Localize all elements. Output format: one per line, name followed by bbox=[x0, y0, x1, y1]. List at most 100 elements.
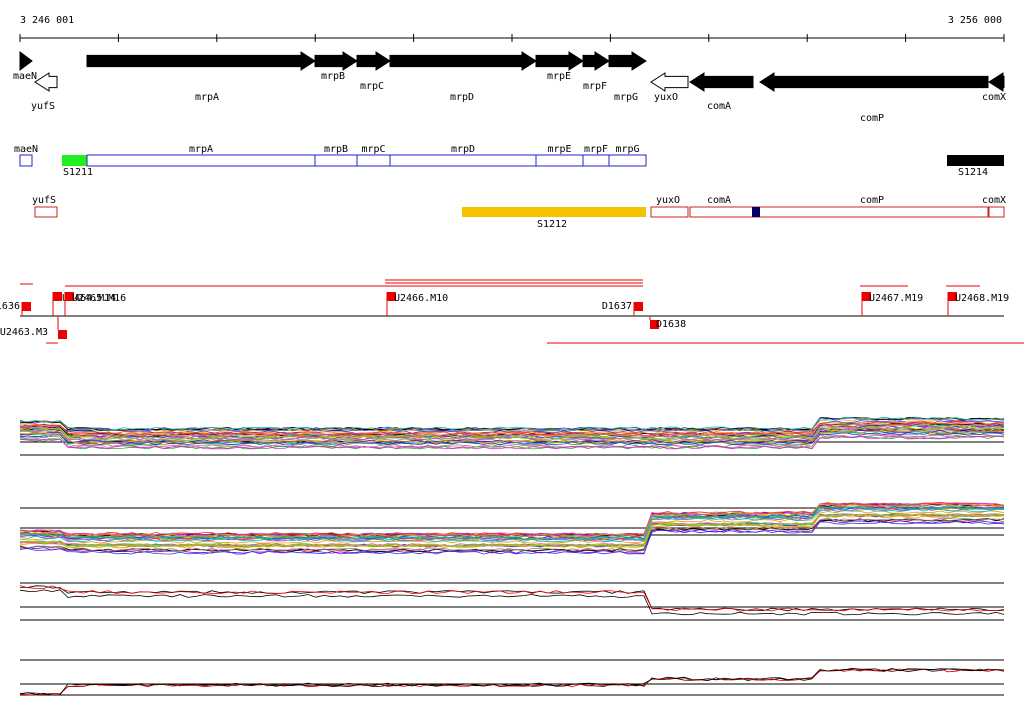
track-line bbox=[19, 504, 1005, 539]
gene-arrow bbox=[34, 72, 58, 92]
track-line bbox=[19, 501, 1005, 536]
gene-label: mrpC bbox=[360, 81, 384, 92]
marker-flag bbox=[53, 292, 62, 301]
track-line bbox=[19, 421, 1005, 436]
feature-box bbox=[314, 154, 358, 167]
track-line bbox=[19, 513, 1005, 548]
track-line bbox=[19, 417, 1005, 432]
marker-flag bbox=[22, 302, 31, 311]
segment bbox=[947, 155, 1004, 166]
feature-box bbox=[34, 206, 58, 218]
gene-arrow bbox=[356, 51, 391, 71]
feature-label: mrpC bbox=[361, 144, 385, 155]
marker-label: U2464.M14 bbox=[62, 293, 116, 304]
track-line bbox=[19, 513, 1005, 547]
feature-label: yufS bbox=[32, 195, 56, 206]
marker-flag bbox=[948, 292, 957, 301]
ruler-end: 3 256 000 bbox=[948, 15, 1002, 26]
marker-label: U2466.M10 bbox=[394, 293, 448, 304]
track-line bbox=[19, 416, 1005, 431]
feature-label: mrpE bbox=[547, 144, 571, 155]
track-line bbox=[19, 517, 1005, 552]
track-line bbox=[19, 509, 1005, 544]
marker-label: D1637 bbox=[602, 301, 632, 312]
marker-flag bbox=[862, 292, 871, 301]
gene-label: comX bbox=[982, 92, 1006, 103]
feature-label: yuxO bbox=[656, 195, 680, 206]
feature-box bbox=[356, 154, 391, 167]
segment-label: S1212 bbox=[537, 219, 567, 230]
track-line bbox=[19, 513, 1005, 548]
gene-arrow bbox=[988, 72, 1005, 92]
feature-box bbox=[86, 154, 316, 167]
track-line bbox=[19, 520, 1005, 555]
track-line bbox=[19, 519, 1005, 554]
marker-flag bbox=[650, 320, 659, 329]
track-line bbox=[19, 425, 1005, 440]
feature-box bbox=[582, 154, 610, 167]
gene-arrow bbox=[759, 72, 989, 92]
feature-box bbox=[389, 154, 537, 167]
track-line bbox=[19, 435, 1005, 450]
marker-label: U2463.M3 bbox=[0, 327, 48, 338]
gene-arrow bbox=[19, 51, 33, 71]
gene-arrow bbox=[650, 72, 689, 92]
feature-label: mrpF bbox=[584, 144, 608, 155]
track-line bbox=[19, 585, 1004, 612]
gene-label: yufS bbox=[31, 101, 55, 112]
track-line bbox=[19, 431, 1005, 446]
gene-arrow bbox=[535, 51, 584, 71]
gene-label: maeN bbox=[13, 71, 37, 82]
marker-label: U2468.M19 bbox=[955, 293, 1009, 304]
feature-box bbox=[752, 207, 760, 217]
feature-label: comX bbox=[982, 195, 1006, 206]
segment-label: S1214 bbox=[958, 167, 988, 178]
feature-box bbox=[650, 206, 689, 218]
feature-box bbox=[988, 206, 1005, 218]
gene-arrow bbox=[389, 51, 537, 71]
feature-label: mrpG bbox=[615, 144, 639, 155]
track-line bbox=[19, 668, 1005, 696]
marker-lines bbox=[20, 279, 1024, 344]
feature-label: mrpD bbox=[451, 144, 475, 155]
gene-arrow bbox=[608, 51, 647, 71]
marker-label: D1638 bbox=[656, 319, 686, 330]
track-line bbox=[19, 589, 1005, 616]
track-line bbox=[19, 503, 1005, 538]
marker-flag bbox=[65, 292, 74, 301]
marker-label: U2467.M19 bbox=[869, 293, 923, 304]
feature-box bbox=[19, 154, 33, 167]
marker-flag bbox=[58, 330, 67, 339]
gene-label: mrpB bbox=[321, 71, 345, 82]
feature-label: comA bbox=[707, 195, 731, 206]
gene-label: mrpG bbox=[614, 92, 638, 103]
track-line bbox=[19, 668, 1005, 695]
track-line bbox=[19, 518, 1005, 552]
marker-flag bbox=[387, 292, 396, 301]
feature-label: mrpB bbox=[324, 144, 348, 155]
gene-label: mrpD bbox=[450, 92, 474, 103]
gene-arrow bbox=[86, 51, 316, 71]
segment bbox=[462, 207, 646, 217]
track-line bbox=[19, 508, 1005, 543]
marker-label: 1636 bbox=[0, 301, 20, 312]
gene-label: mrpE bbox=[547, 71, 571, 82]
track-line bbox=[19, 667, 1005, 696]
gene-arrow bbox=[582, 51, 610, 71]
gene-arrow bbox=[689, 72, 754, 92]
gene-label: comA bbox=[707, 101, 731, 112]
gene-label: mrpF bbox=[583, 81, 607, 92]
feature-label: comP bbox=[860, 195, 884, 206]
marker-flag bbox=[634, 302, 643, 311]
marker-label: U2465.M16 bbox=[72, 293, 126, 304]
gene-label: yuxO bbox=[654, 92, 678, 103]
feature-box bbox=[608, 154, 647, 167]
track-line bbox=[19, 513, 1004, 548]
segment-label: S1211 bbox=[63, 167, 93, 178]
feature-label: maeN bbox=[14, 144, 38, 155]
feature-box bbox=[535, 154, 584, 167]
gene-arrow bbox=[314, 51, 358, 71]
ruler-start: 3 246 001 bbox=[20, 15, 74, 26]
feature-label: mrpA bbox=[189, 144, 213, 155]
